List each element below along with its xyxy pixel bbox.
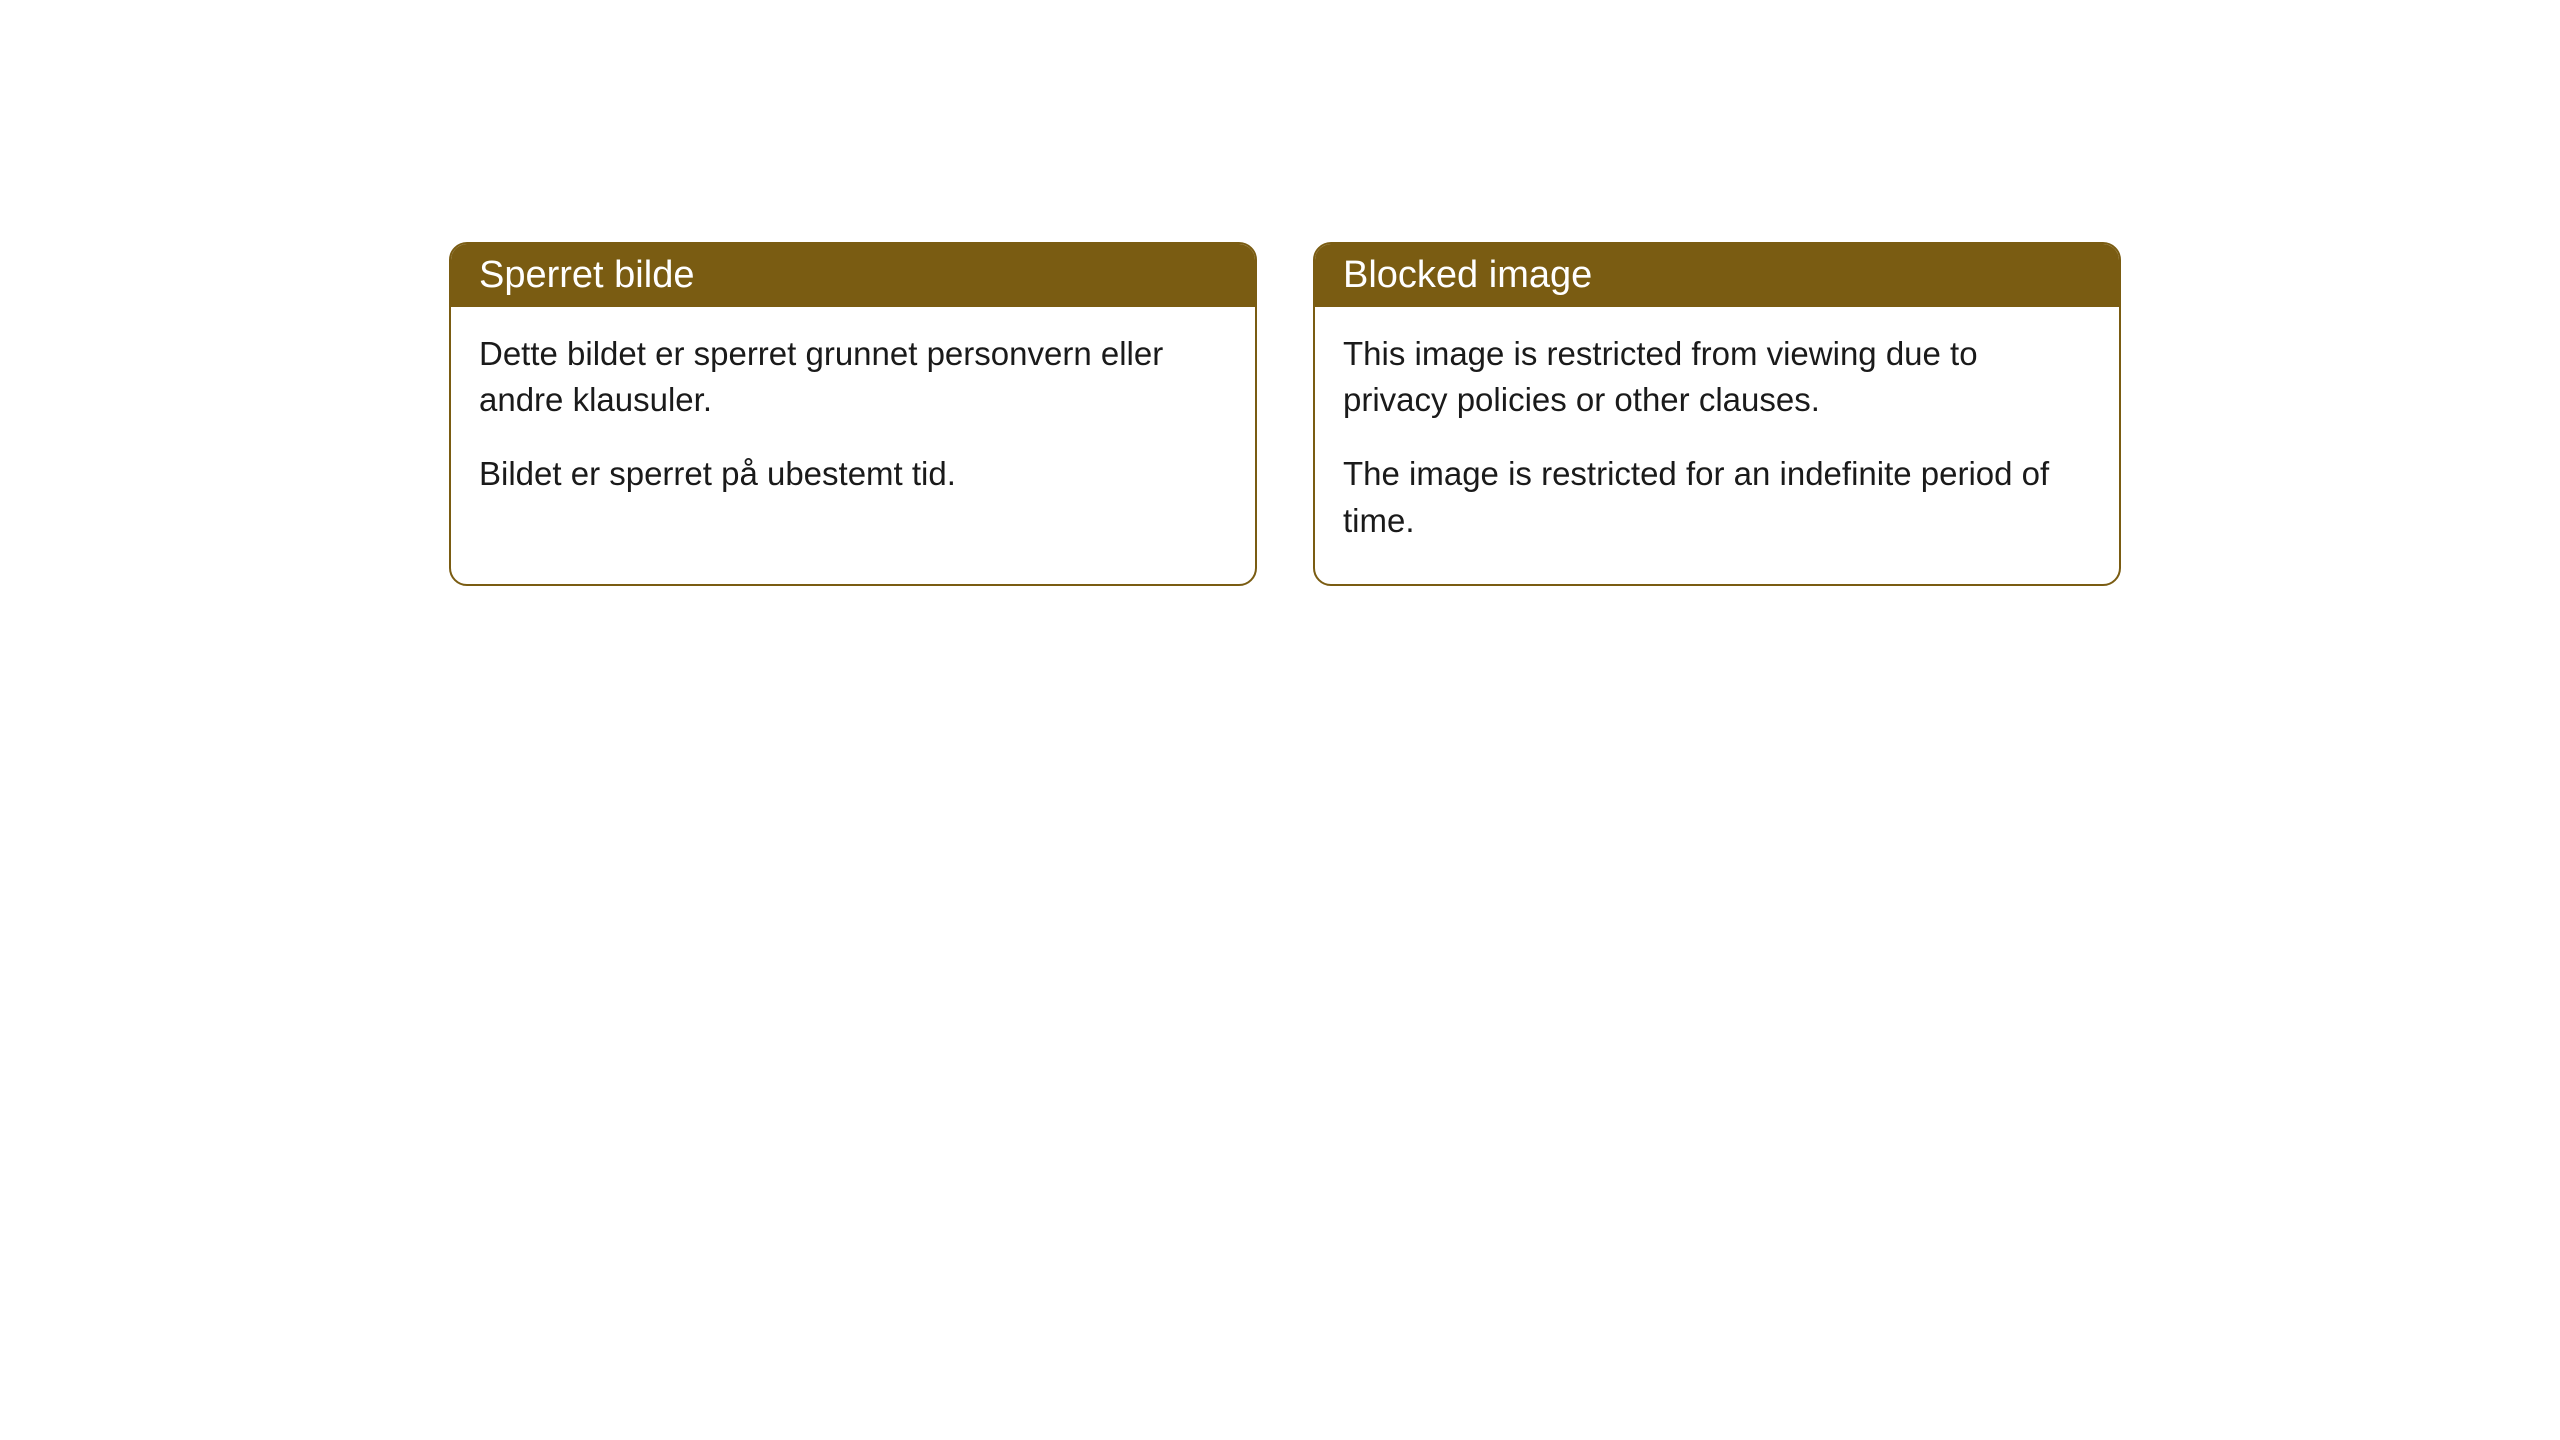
card-body: Dette bildet er sperret grunnet personve… (451, 307, 1255, 538)
blocked-image-card-norwegian: Sperret bilde Dette bildet er sperret gr… (449, 242, 1257, 586)
card-title: Sperret bilde (479, 254, 694, 296)
card-paragraph-1: Dette bildet er sperret grunnet personve… (479, 331, 1227, 423)
cards-container: Sperret bilde Dette bildet er sperret gr… (0, 0, 2560, 586)
card-paragraph-2: Bildet er sperret på ubestemt tid. (479, 451, 1227, 497)
card-header: Sperret bilde (451, 244, 1255, 307)
card-paragraph-2: The image is restricted for an indefinit… (1343, 451, 2091, 543)
card-paragraph-1: This image is restricted from viewing du… (1343, 331, 2091, 423)
card-body: This image is restricted from viewing du… (1315, 307, 2119, 584)
card-title: Blocked image (1343, 254, 1592, 296)
blocked-image-card-english: Blocked image This image is restricted f… (1313, 242, 2121, 586)
card-header: Blocked image (1315, 244, 2119, 307)
